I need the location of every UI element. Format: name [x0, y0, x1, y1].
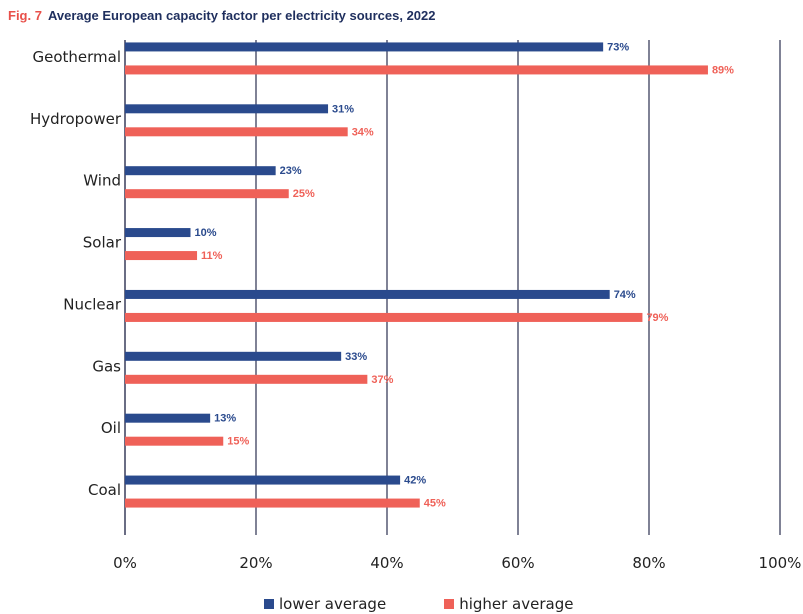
category-label-hydropower: Hydropower [30, 110, 122, 128]
data-label-gas-higher-average: 37% [371, 374, 393, 386]
category-label-geothermal: Geothermal [32, 48, 121, 66]
x-tick-label-40: 40% [370, 554, 403, 572]
data-label-coal-higher-average: 45% [424, 498, 446, 510]
bar-hydropower-lower-average [125, 104, 329, 114]
data-label-oil-lower-average: 13% [214, 413, 236, 425]
category-label-wind: Wind [83, 172, 121, 190]
legend-item-higher-average: higher average [444, 595, 573, 613]
x-tick-label-100: 100% [759, 554, 802, 572]
bar-oil-higher-average [125, 436, 224, 446]
bar-gas-higher-average [125, 374, 368, 384]
data-label-geothermal-higher-average: 89% [712, 64, 734, 76]
bar-nuclear-lower-average [125, 289, 610, 299]
figure-number: Fig. 7 [8, 8, 42, 23]
data-label-hydropower-lower-average: 31% [332, 103, 354, 115]
bar-coal-higher-average [125, 498, 420, 508]
legend-swatch-higher-average [444, 599, 455, 609]
bar-hydropower-higher-average [125, 127, 348, 137]
data-label-nuclear-lower-average: 74% [614, 289, 636, 301]
figure-title: Fig. 7 Average European capacity factor p… [8, 8, 436, 23]
bar-geothermal-higher-average [125, 65, 708, 75]
bar-geothermal-lower-average [125, 42, 604, 52]
bar-wind-higher-average [125, 189, 289, 199]
x-tick-label-0: 0% [113, 554, 137, 572]
data-label-solar-lower-average: 10% [195, 227, 217, 239]
bar-solar-lower-average [125, 228, 191, 238]
data-label-geothermal-lower-average: 73% [607, 41, 629, 53]
bar-oil-lower-average [125, 413, 211, 423]
category-label-solar: Solar [83, 234, 122, 252]
data-label-hydropower-higher-average: 34% [352, 126, 374, 138]
bar-nuclear-higher-average [125, 312, 643, 322]
data-label-gas-lower-average: 33% [345, 351, 367, 363]
data-label-solar-higher-average: 11% [201, 250, 223, 262]
x-tick-label-60: 60% [501, 554, 534, 572]
data-label-coal-lower-average: 42% [404, 475, 426, 487]
data-label-oil-higher-average: 15% [227, 436, 249, 448]
category-label-oil: Oil [101, 419, 121, 437]
bar-wind-lower-average [125, 166, 276, 176]
legend-label-higher-average: higher average [459, 595, 574, 613]
bar-gas-lower-average [125, 351, 342, 361]
data-label-wind-higher-average: 25% [293, 188, 315, 200]
figure-title-text: Average European capacity factor per ele… [47, 8, 436, 23]
category-label-gas: Gas [92, 357, 121, 375]
x-tick-label-20: 20% [239, 554, 272, 572]
legend-swatch-lower-average [264, 599, 274, 609]
bar-chart: 0% 20% 40% 60% 80% 100% Geothermal 73% 89% Hydrop… [30, 40, 802, 572]
chart-legend: lower average higher average [264, 594, 631, 614]
data-label-nuclear-higher-average: 79% [646, 312, 668, 324]
data-label-wind-lower-average: 23% [280, 165, 302, 177]
category-label-coal: Coal [88, 481, 121, 499]
legend-label-lower-average: lower average [279, 595, 387, 613]
bar-coal-lower-average [125, 475, 401, 485]
bar-solar-higher-average [125, 251, 198, 261]
legend-item-lower-average: lower average [264, 595, 386, 613]
x-tick-label-80: 80% [632, 554, 665, 572]
category-label-nuclear: Nuclear [63, 295, 122, 313]
